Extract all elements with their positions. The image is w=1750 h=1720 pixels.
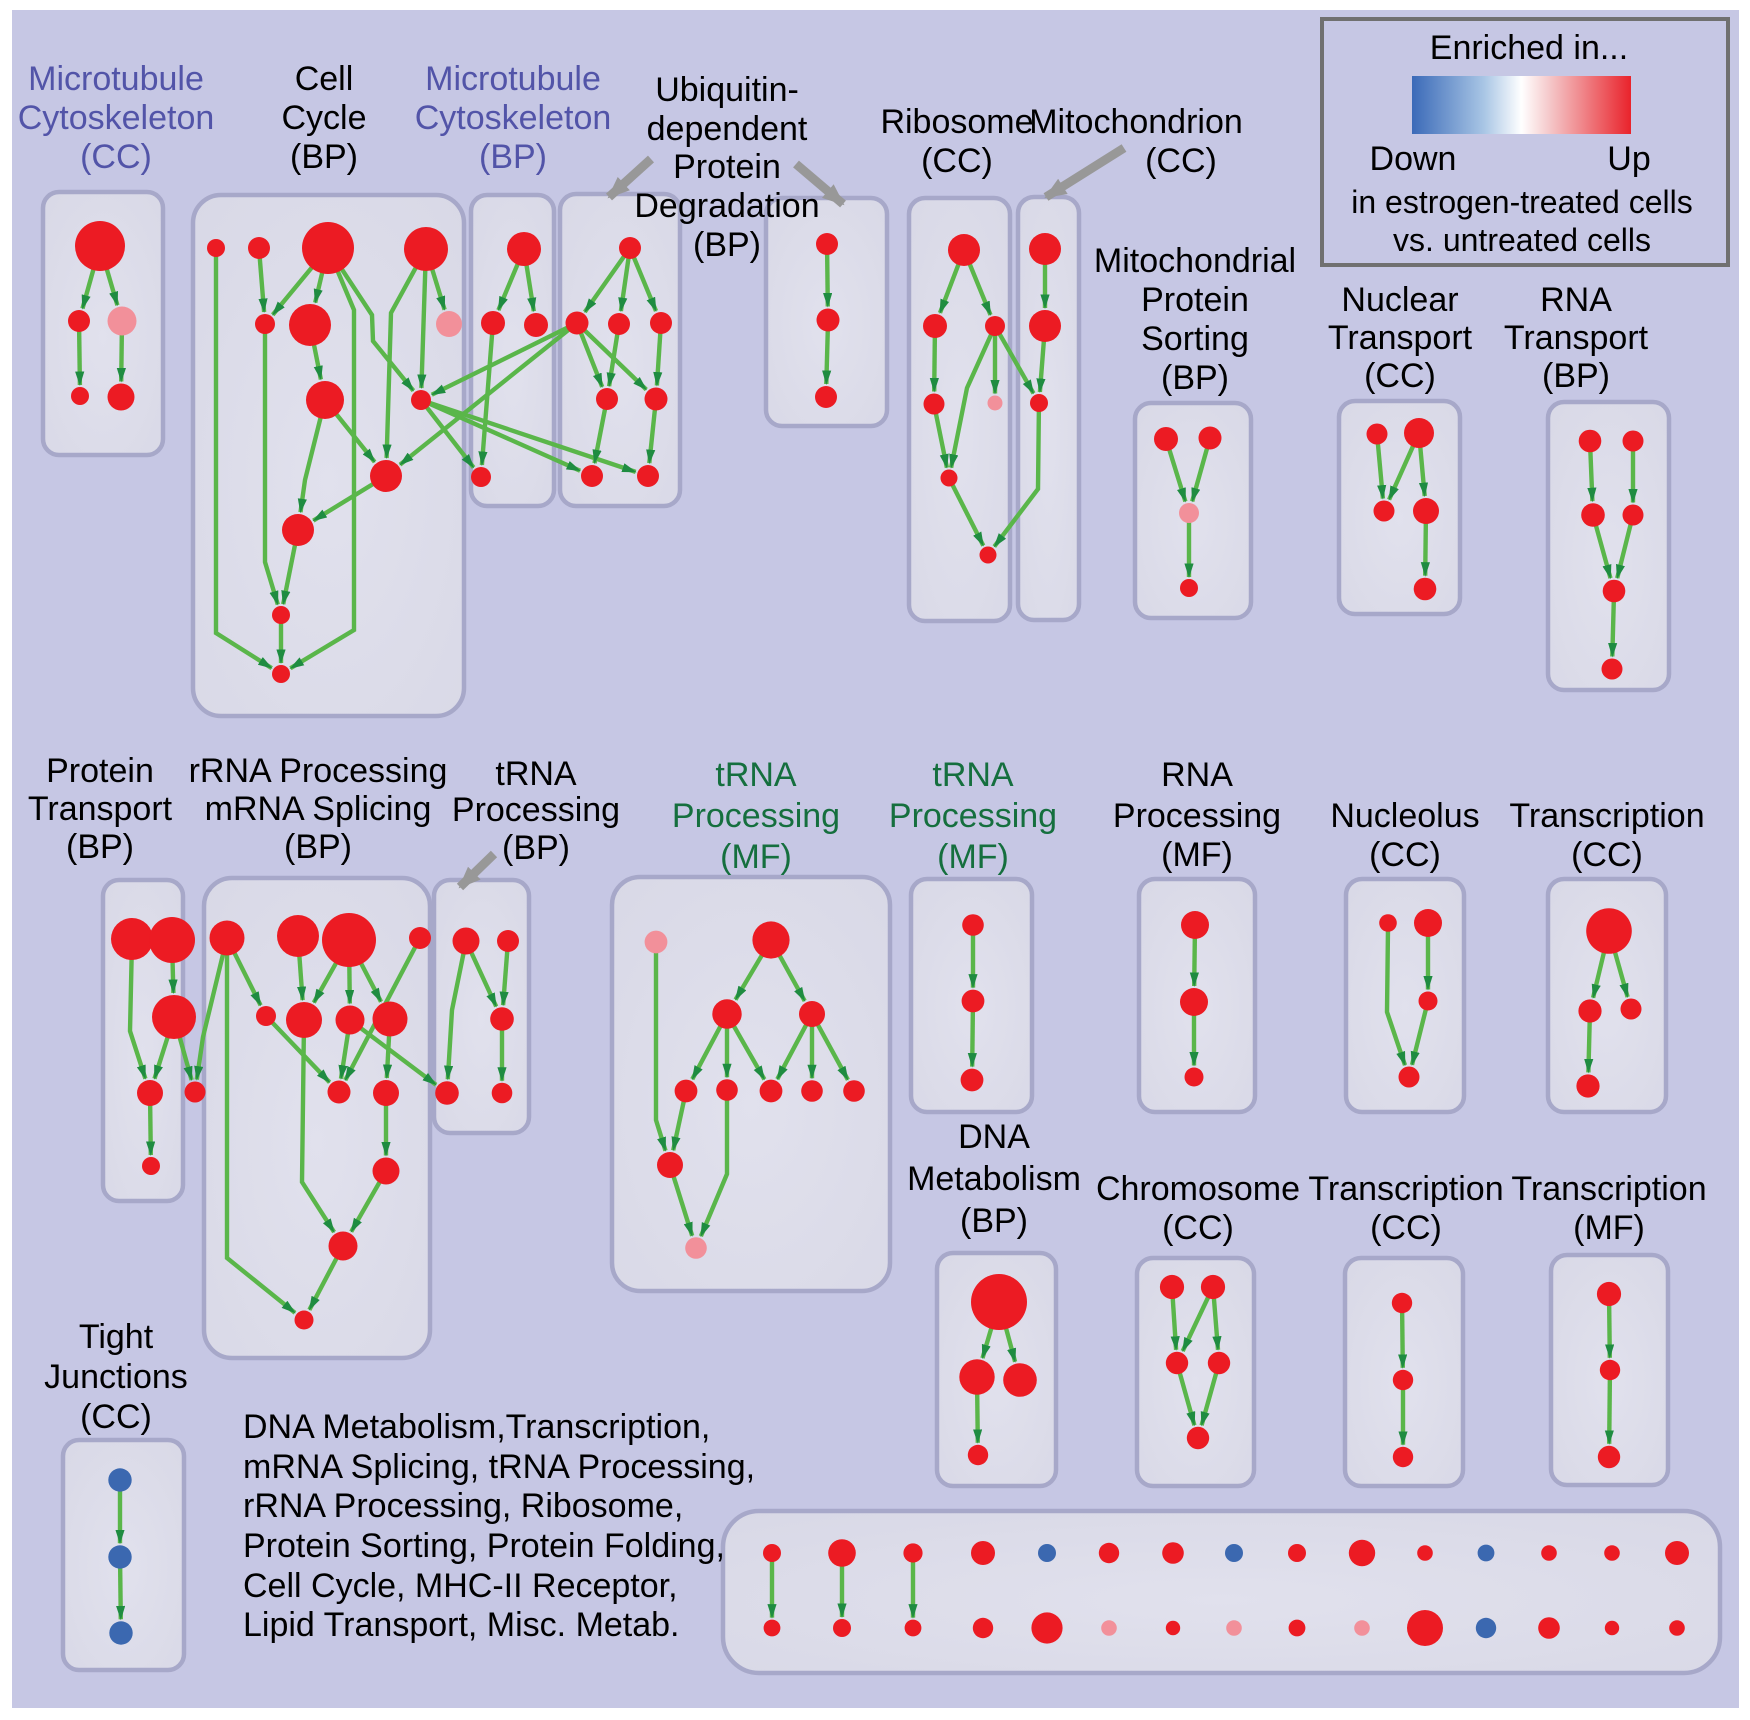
svg-text:Microtubule: Microtubule [425,60,601,98]
svg-text:DNA: DNA [958,1118,1030,1156]
svg-text:mRNA Splicing: mRNA Splicing [205,790,432,828]
svg-text:dependent: dependent [647,110,808,148]
svg-text:Processing: Processing [889,797,1057,835]
svg-text:(CC): (CC) [1364,357,1436,395]
svg-text:Degradation: Degradation [634,187,819,225]
svg-text:Chromosome: Chromosome [1096,1170,1300,1208]
svg-text:RNA: RNA [1161,756,1233,794]
svg-text:DNA Metabolism,Transcription,: DNA Metabolism,Transcription, [243,1408,710,1446]
svg-text:Ubiquitin-: Ubiquitin- [655,71,799,109]
svg-text:(BP): (BP) [479,138,547,176]
svg-text:Transcription: Transcription [1511,1170,1706,1208]
svg-text:vs. untreated cells: vs. untreated cells [1393,222,1651,258]
svg-text:Transcription: Transcription [1308,1170,1503,1208]
svg-text:(CC): (CC) [1571,836,1643,874]
svg-text:(BP): (BP) [290,138,358,176]
svg-text:Cell Cycle, MHC-II Receptor,: Cell Cycle, MHC-II Receptor, [243,1567,678,1605]
svg-text:(MF): (MF) [720,838,792,876]
svg-text:Cytoskeleton: Cytoskeleton [18,99,215,137]
svg-text:(BP): (BP) [284,828,352,866]
svg-text:Lipid Transport, Misc. Metab.: Lipid Transport, Misc. Metab. [243,1606,680,1644]
svg-text:Mitochondrion: Mitochondrion [1029,103,1243,141]
svg-text:(CC): (CC) [80,138,152,176]
svg-text:tRNA: tRNA [495,755,577,793]
svg-text:Cytoskeleton: Cytoskeleton [415,99,612,137]
svg-text:Processing: Processing [452,791,620,829]
svg-text:Ribosome: Ribosome [880,103,1033,141]
svg-text:(CC): (CC) [1162,1209,1234,1247]
svg-text:Protein Sorting, Protein Foldi: Protein Sorting, Protein Folding, [243,1527,725,1565]
svg-text:Junctions: Junctions [44,1358,188,1396]
svg-text:Down: Down [1370,140,1457,178]
svg-text:in estrogen-treated cells: in estrogen-treated cells [1351,184,1693,220]
svg-text:(BP): (BP) [960,1202,1028,1240]
svg-text:Mitochondrial: Mitochondrial [1094,242,1296,280]
svg-text:Transport: Transport [28,790,173,828]
svg-text:(MF): (MF) [1573,1209,1645,1247]
svg-text:Nucleolus: Nucleolus [1330,797,1479,835]
svg-text:(MF): (MF) [937,838,1009,876]
svg-text:(CC): (CC) [1370,1209,1442,1247]
svg-text:Protein: Protein [673,148,781,186]
svg-text:tRNA: tRNA [715,756,797,794]
svg-text:Processing: Processing [1113,797,1281,835]
svg-text:(CC): (CC) [1145,142,1217,180]
svg-text:RNA: RNA [1540,281,1612,319]
svg-text:(CC): (CC) [1369,836,1441,874]
svg-text:Sorting: Sorting [1141,320,1249,358]
svg-text:Transport: Transport [1504,319,1649,357]
svg-text:Up: Up [1607,140,1650,178]
svg-text:Cell: Cell [295,60,354,98]
svg-text:(MF): (MF) [1161,836,1233,874]
svg-text:(CC): (CC) [921,142,993,180]
svg-text:mRNA Splicing, tRNA Processing: mRNA Splicing, tRNA Processing, [243,1448,755,1486]
svg-text:Processing: Processing [672,797,840,835]
svg-text:Tight: Tight [79,1318,154,1356]
svg-text:Microtubule: Microtubule [28,60,204,98]
svg-text:rRNA Processing: rRNA Processing [189,752,448,790]
svg-text:Protein: Protein [46,752,154,790]
svg-text:Nuclear: Nuclear [1341,281,1458,319]
svg-text:(BP): (BP) [66,828,134,866]
svg-text:rRNA Processing, Ribosome,: rRNA Processing, Ribosome, [243,1487,683,1525]
svg-text:(BP): (BP) [1161,359,1229,397]
svg-text:(BP): (BP) [1542,357,1610,395]
svg-text:(BP): (BP) [502,829,570,867]
svg-text:(CC): (CC) [80,1398,152,1436]
svg-text:Transcription: Transcription [1509,797,1704,835]
svg-text:(BP): (BP) [693,226,761,264]
svg-text:Enriched in...: Enriched in... [1430,29,1628,67]
svg-text:Cycle: Cycle [281,99,366,137]
svg-text:Transport: Transport [1328,319,1473,357]
svg-text:tRNA: tRNA [932,756,1014,794]
svg-text:Metabolism: Metabolism [907,1160,1081,1198]
svg-text:Protein: Protein [1141,281,1249,319]
